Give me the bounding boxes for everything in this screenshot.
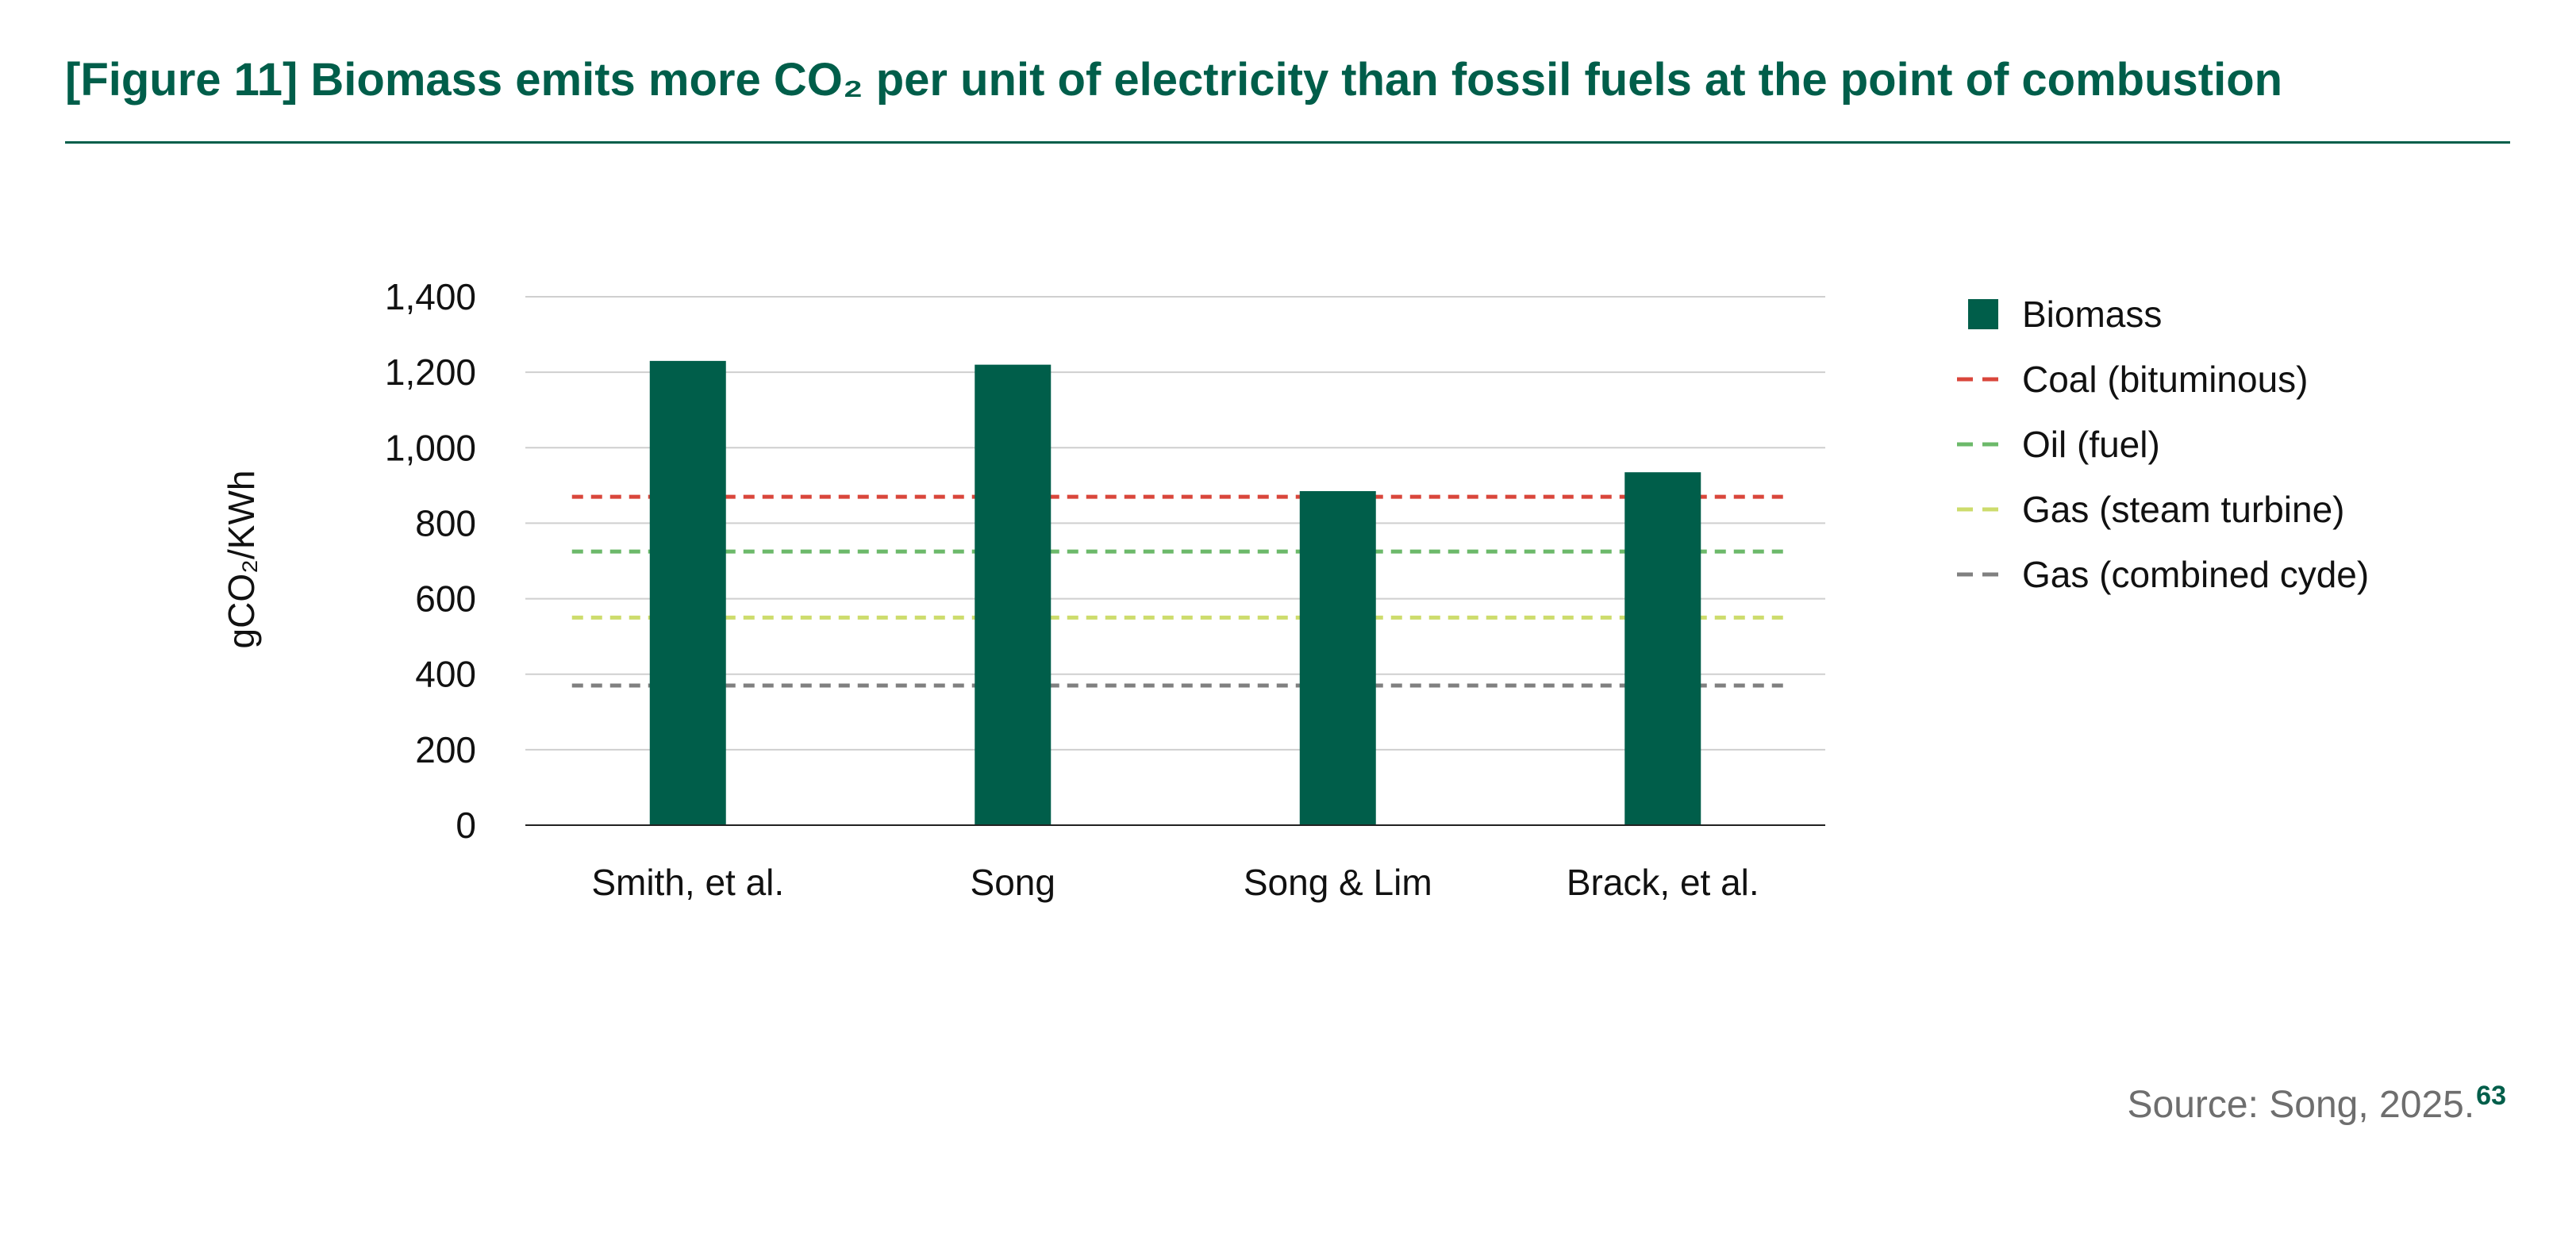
bar bbox=[1299, 490, 1376, 825]
legend-swatch bbox=[1968, 299, 1998, 329]
bar bbox=[1624, 472, 1701, 825]
bar bbox=[649, 360, 726, 825]
y-axis-label: gCO₂/KWh bbox=[221, 471, 262, 649]
x-tick-labels: Smith, et al. Song Song & Lim Brack, et al. bbox=[591, 862, 1759, 903]
y-tick-label: 1,000 bbox=[385, 427, 476, 468]
x-tick-label: Brack, et al. bbox=[1567, 862, 1759, 903]
bar bbox=[975, 364, 1052, 826]
source-note: Source: Song, 2025.63 bbox=[2128, 1074, 2506, 1136]
reference-lines bbox=[571, 494, 1789, 688]
y-tick-labels: 0 200 400 600 800 1,000 1,200 1,400 bbox=[385, 276, 476, 846]
y-tick-label: 800 bbox=[415, 502, 476, 544]
legend-label: Gas (combined cyde) bbox=[2022, 554, 2369, 595]
legend-label: Biomass bbox=[2022, 294, 2162, 335]
gridlines bbox=[525, 296, 1825, 751]
y-tick-label: 0 bbox=[456, 805, 476, 846]
figure-title: [Figure 11] Biomass emits more CO₂ per u… bbox=[65, 54, 2283, 106]
legend-label: Coal (bituminous) bbox=[2022, 359, 2308, 400]
y-tick-label: 600 bbox=[415, 578, 476, 620]
source-text: Source: Song, 2025. bbox=[2127, 1084, 2475, 1126]
legend: Biomass Coal (bituminous) Oil (fuel) Gas (s… bbox=[1957, 294, 2369, 595]
x-tick-label: Song & Lim bbox=[1244, 862, 1432, 903]
y-tick-label: 200 bbox=[415, 729, 476, 770]
y-tick-label: 400 bbox=[415, 654, 476, 695]
x-tick-label: Smith, et al. bbox=[591, 862, 784, 903]
legend-label: Gas (steam turbine) bbox=[2022, 489, 2344, 530]
x-tick-label: Song bbox=[971, 862, 1055, 903]
y-tick-label: 1,400 bbox=[385, 276, 476, 317]
bars bbox=[649, 360, 1701, 826]
y-tick-label: 1,200 bbox=[385, 351, 476, 393]
title-underline bbox=[65, 141, 2510, 144]
source-footnote-ref: 63 bbox=[2476, 1081, 2506, 1111]
legend-label: Oil (fuel) bbox=[2022, 424, 2160, 465]
